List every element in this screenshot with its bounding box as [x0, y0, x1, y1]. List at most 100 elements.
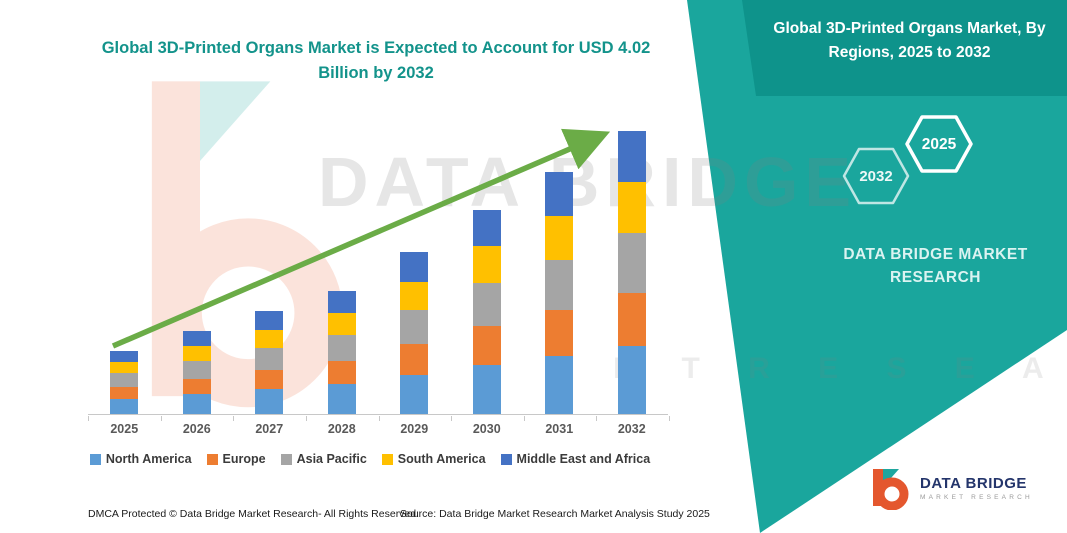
axis-tick [378, 416, 380, 421]
bar-column-2025 [88, 350, 161, 414]
dmca-notice: DMCA Protected © Data Bridge Market Rese… [88, 508, 420, 520]
legend-label-asia-pacific: Asia Pacific [296, 452, 367, 466]
watermark-text-secondary: M A R K E T R E S E A R C H [332, 352, 1067, 385]
bar-column-2027 [233, 311, 306, 414]
segment-middle-east-and-africa [255, 311, 284, 330]
segment-south-america [545, 216, 574, 260]
bars-row [88, 112, 668, 414]
stacked-bar-2026 [182, 330, 211, 414]
axis-tick [88, 416, 89, 421]
segment-europe [617, 292, 646, 347]
hexagon-2025: 2025 [905, 115, 973, 173]
segment-europe [182, 378, 211, 395]
legend-swatch-asia-pacific [280, 453, 292, 465]
legend-label-south-america: South America [397, 452, 486, 466]
legend-swatch-north-america [89, 453, 101, 465]
x-axis-labels: 2025 2026 2027 2028 2029 2030 2031 2032 [88, 422, 668, 436]
axis-tick [160, 416, 162, 421]
source-note: Source: Data Bridge Market Research Mark… [400, 508, 710, 520]
hexagon-2032: 2032 [842, 147, 910, 205]
stacked-bar-2027 [255, 311, 284, 414]
legend-item-europe: Europe [206, 452, 266, 466]
x-axis-label-2028: 2028 [327, 422, 356, 436]
legend-item-asia-pacific: Asia Pacific [280, 452, 367, 466]
segment-middle-east-and-africa [182, 330, 211, 347]
segment-north-america [327, 384, 356, 414]
bar-column-2030 [451, 209, 524, 414]
segment-middle-east-and-africa [617, 130, 646, 183]
segment-asia-pacific [255, 347, 284, 370]
stacked-bar-2028 [327, 290, 356, 414]
stacked-bar-2029 [400, 251, 429, 414]
segment-asia-pacific [545, 259, 574, 311]
axis-ticks [88, 416, 670, 422]
segment-north-america [545, 356, 574, 414]
bar-column-2026 [161, 330, 234, 414]
segment-middle-east-and-africa [545, 172, 574, 217]
brand-wordmark-on-teal: DATA BRIDGE MARKET RESEARCH [843, 246, 1028, 287]
bar-column-2031 [523, 172, 596, 414]
hexagon-2032-label: 2032 [859, 168, 892, 185]
axis-tick [305, 416, 307, 421]
hexagon-2025-label: 2025 [922, 136, 957, 153]
company-logo: DATA BRIDGE MARKET RESEARCH [866, 466, 1033, 510]
legend-label-europe: Europe [222, 452, 266, 466]
segment-asia-pacific [472, 282, 501, 326]
brand-b-icon [873, 469, 909, 510]
segment-south-america [110, 361, 139, 374]
segment-south-america [327, 312, 356, 336]
axis-tick [669, 416, 670, 421]
legend-item-north-america: North America [89, 452, 192, 466]
logo-text-block: DATA BRIDGE MARKET RESEARCH [920, 475, 1033, 501]
banner-title: Global 3D-Printed Organs Market, By Regi… [773, 20, 1046, 62]
legend-label-north-america: North America [105, 452, 192, 466]
segment-middle-east-and-africa [110, 350, 139, 362]
legend-swatch-middle-east-and-africa [500, 453, 512, 465]
segment-south-america [400, 281, 429, 311]
chart-legend: North America Europe Asia Pacific South Ame… [50, 452, 690, 466]
x-axis-label-2027: 2027 [255, 422, 284, 436]
legend-item-middle-east-and-africa: Middle East and Africa [500, 452, 651, 466]
legend-label-middle-east-and-africa: Middle East and Africa [516, 452, 651, 466]
x-axis-label-2026: 2026 [182, 422, 211, 436]
logo-title: DATA BRIDGE [920, 475, 1027, 492]
legend-swatch-europe [206, 453, 218, 465]
bar-column-2028 [306, 290, 379, 414]
segment-asia-pacific [110, 373, 139, 387]
segment-south-america [182, 346, 211, 362]
segment-middle-east-and-africa [472, 209, 501, 247]
chart-title: Global 3D-Printed Organs Market is Expec… [101, 39, 651, 82]
stacked-bar-2030 [472, 209, 501, 414]
segment-south-america [617, 182, 646, 233]
segment-south-america [472, 246, 501, 283]
banner-background-shape [742, 0, 1067, 96]
segment-middle-east-and-africa [400, 251, 429, 282]
legend-swatch-south-america [381, 453, 393, 465]
segment-asia-pacific [182, 361, 211, 379]
segment-europe [327, 361, 356, 385]
axis-tick [233, 416, 235, 421]
axis-tick [523, 416, 525, 421]
x-axis-label-2031: 2031 [545, 422, 574, 436]
x-axis-label-2030: 2030 [472, 422, 501, 436]
segment-europe [472, 325, 501, 365]
axis-tick [596, 416, 598, 421]
segment-middle-east-and-africa [327, 290, 356, 313]
segment-north-america [182, 394, 211, 414]
segment-europe [110, 386, 139, 399]
segment-asia-pacific [327, 335, 356, 362]
segment-asia-pacific [400, 310, 429, 345]
segment-north-america [472, 364, 501, 414]
segment-south-america [255, 329, 284, 348]
segment-europe [545, 310, 574, 357]
bar-column-2032 [596, 130, 669, 414]
stacked-bar-2031 [545, 172, 574, 414]
axis-tick [451, 416, 453, 421]
bar-column-2029 [378, 251, 451, 414]
segment-north-america [617, 346, 646, 414]
stacked-bar-2025 [110, 350, 139, 414]
segment-asia-pacific [617, 232, 646, 293]
logo-subtitle: MARKET RESEARCH [920, 494, 1033, 501]
x-axis-label-2032: 2032 [617, 422, 646, 436]
segment-europe [400, 344, 429, 376]
